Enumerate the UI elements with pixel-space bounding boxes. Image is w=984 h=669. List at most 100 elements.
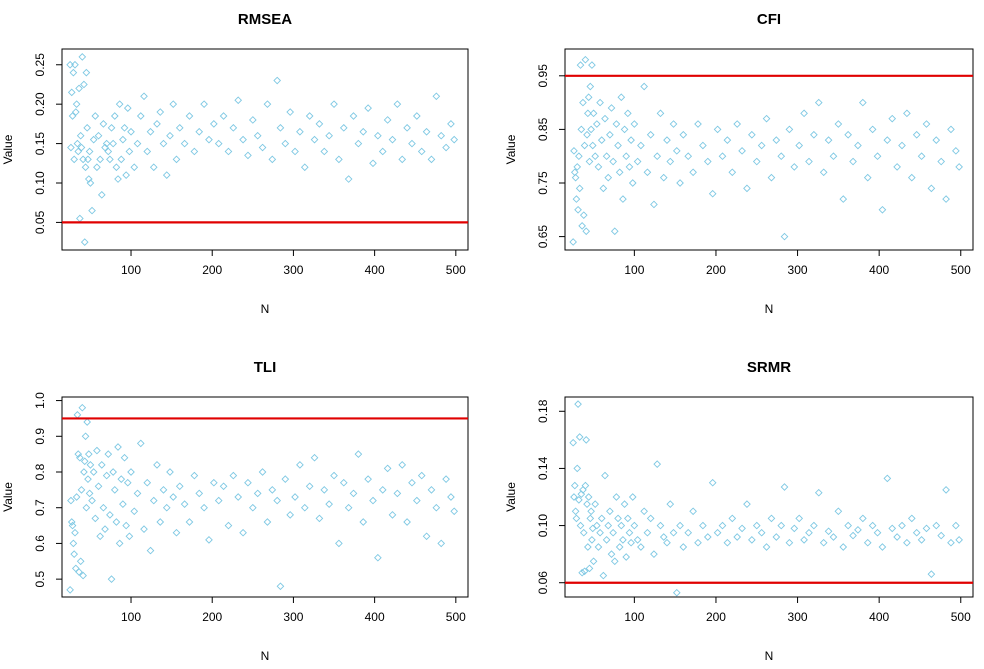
- panel-title: CFI: [757, 11, 781, 28]
- panel-cfi: CFI N Value 100 200 300 400 500 0.65 0.75 0.85 0…: [504, 11, 974, 316]
- data-point: [844, 130, 852, 139]
- data-point: [581, 481, 590, 490]
- data-point: [588, 61, 596, 69]
- data-point: [305, 112, 314, 120]
- data-point: [77, 486, 86, 494]
- data-point: [96, 532, 105, 541]
- data-point: [601, 114, 609, 123]
- data-point: [146, 546, 155, 555]
- data-point: [610, 227, 619, 236]
- data-point: [625, 528, 634, 537]
- data-point: [927, 570, 936, 578]
- data-point: [81, 432, 90, 441]
- data-point: [99, 503, 108, 512]
- x-tick-label: 200: [706, 263, 726, 277]
- data-point: [68, 112, 77, 120]
- data-point: [617, 93, 626, 102]
- data-point: [669, 120, 678, 128]
- data-point: [162, 171, 171, 179]
- data-point: [586, 82, 595, 91]
- data-point: [398, 155, 407, 164]
- data-point: [305, 482, 314, 491]
- data-point: [67, 496, 75, 505]
- data-point: [268, 486, 277, 494]
- data-point: [310, 453, 319, 462]
- data-point: [75, 568, 83, 576]
- data-point: [102, 471, 111, 480]
- data-point: [898, 141, 906, 150]
- data-point: [903, 109, 911, 118]
- data-point: [114, 175, 122, 183]
- data-point: [447, 120, 455, 128]
- data-point: [932, 136, 941, 144]
- data-point: [422, 127, 431, 136]
- data-point: [393, 489, 402, 498]
- data-point: [575, 152, 583, 161]
- data-point: [210, 478, 218, 487]
- data-point: [767, 514, 776, 523]
- data-point: [88, 206, 96, 215]
- data-point: [893, 163, 901, 171]
- data-point: [125, 532, 134, 541]
- data-point: [344, 175, 353, 183]
- data-point: [339, 478, 348, 487]
- data-point: [612, 493, 621, 501]
- data-point: [153, 461, 161, 469]
- data-point: [728, 514, 737, 523]
- data-point: [286, 108, 295, 116]
- data-point: [752, 521, 761, 530]
- data-point: [378, 486, 387, 494]
- data-point: [403, 518, 411, 526]
- data-point: [190, 147, 199, 156]
- data-point: [883, 474, 892, 483]
- data-point: [942, 195, 950, 203]
- data-point: [146, 127, 155, 136]
- data-point: [244, 478, 252, 487]
- y-tick-label: 0.65: [536, 225, 550, 249]
- data-point: [427, 486, 436, 494]
- data-point: [591, 500, 600, 508]
- data-point: [374, 553, 382, 562]
- data-point: [447, 493, 455, 501]
- data-point: [888, 524, 897, 533]
- data-point: [330, 100, 338, 109]
- data-point: [296, 461, 304, 469]
- data-point: [819, 538, 828, 547]
- x-axis-label: N: [261, 649, 270, 663]
- data-point: [364, 104, 372, 112]
- data-point: [369, 496, 377, 505]
- y-tick-label: 0.10: [33, 171, 47, 195]
- data-point: [364, 475, 372, 483]
- data-point: [646, 130, 655, 139]
- data-point: [114, 443, 122, 451]
- panel-title: TLI: [254, 359, 277, 376]
- data-point: [893, 533, 901, 541]
- data-point: [229, 123, 238, 132]
- data-point: [863, 538, 872, 547]
- plot-frame: [61, 48, 469, 251]
- data-point: [72, 493, 81, 501]
- data-point: [777, 152, 786, 161]
- data-point: [578, 222, 586, 230]
- panel-title: SRMR: [747, 359, 791, 376]
- data-point: [579, 98, 587, 107]
- y-tick-label: 0.7: [33, 499, 47, 516]
- data-point: [854, 141, 862, 150]
- data-point: [315, 120, 324, 128]
- data-point: [829, 533, 838, 541]
- y-axis-label: Value: [504, 134, 518, 164]
- data-point: [354, 450, 363, 458]
- y-tick-label: 0.18: [536, 399, 550, 423]
- data-point: [834, 120, 843, 128]
- x-axis-label: N: [765, 302, 774, 316]
- data-point: [942, 486, 950, 494]
- data-point: [663, 538, 671, 547]
- data-point: [86, 179, 95, 187]
- data-point: [790, 163, 799, 171]
- data-point: [584, 493, 593, 501]
- data-point: [663, 136, 671, 144]
- data-point: [76, 131, 85, 140]
- data-point: [388, 135, 397, 144]
- data-point: [609, 528, 617, 537]
- data-point: [708, 189, 717, 198]
